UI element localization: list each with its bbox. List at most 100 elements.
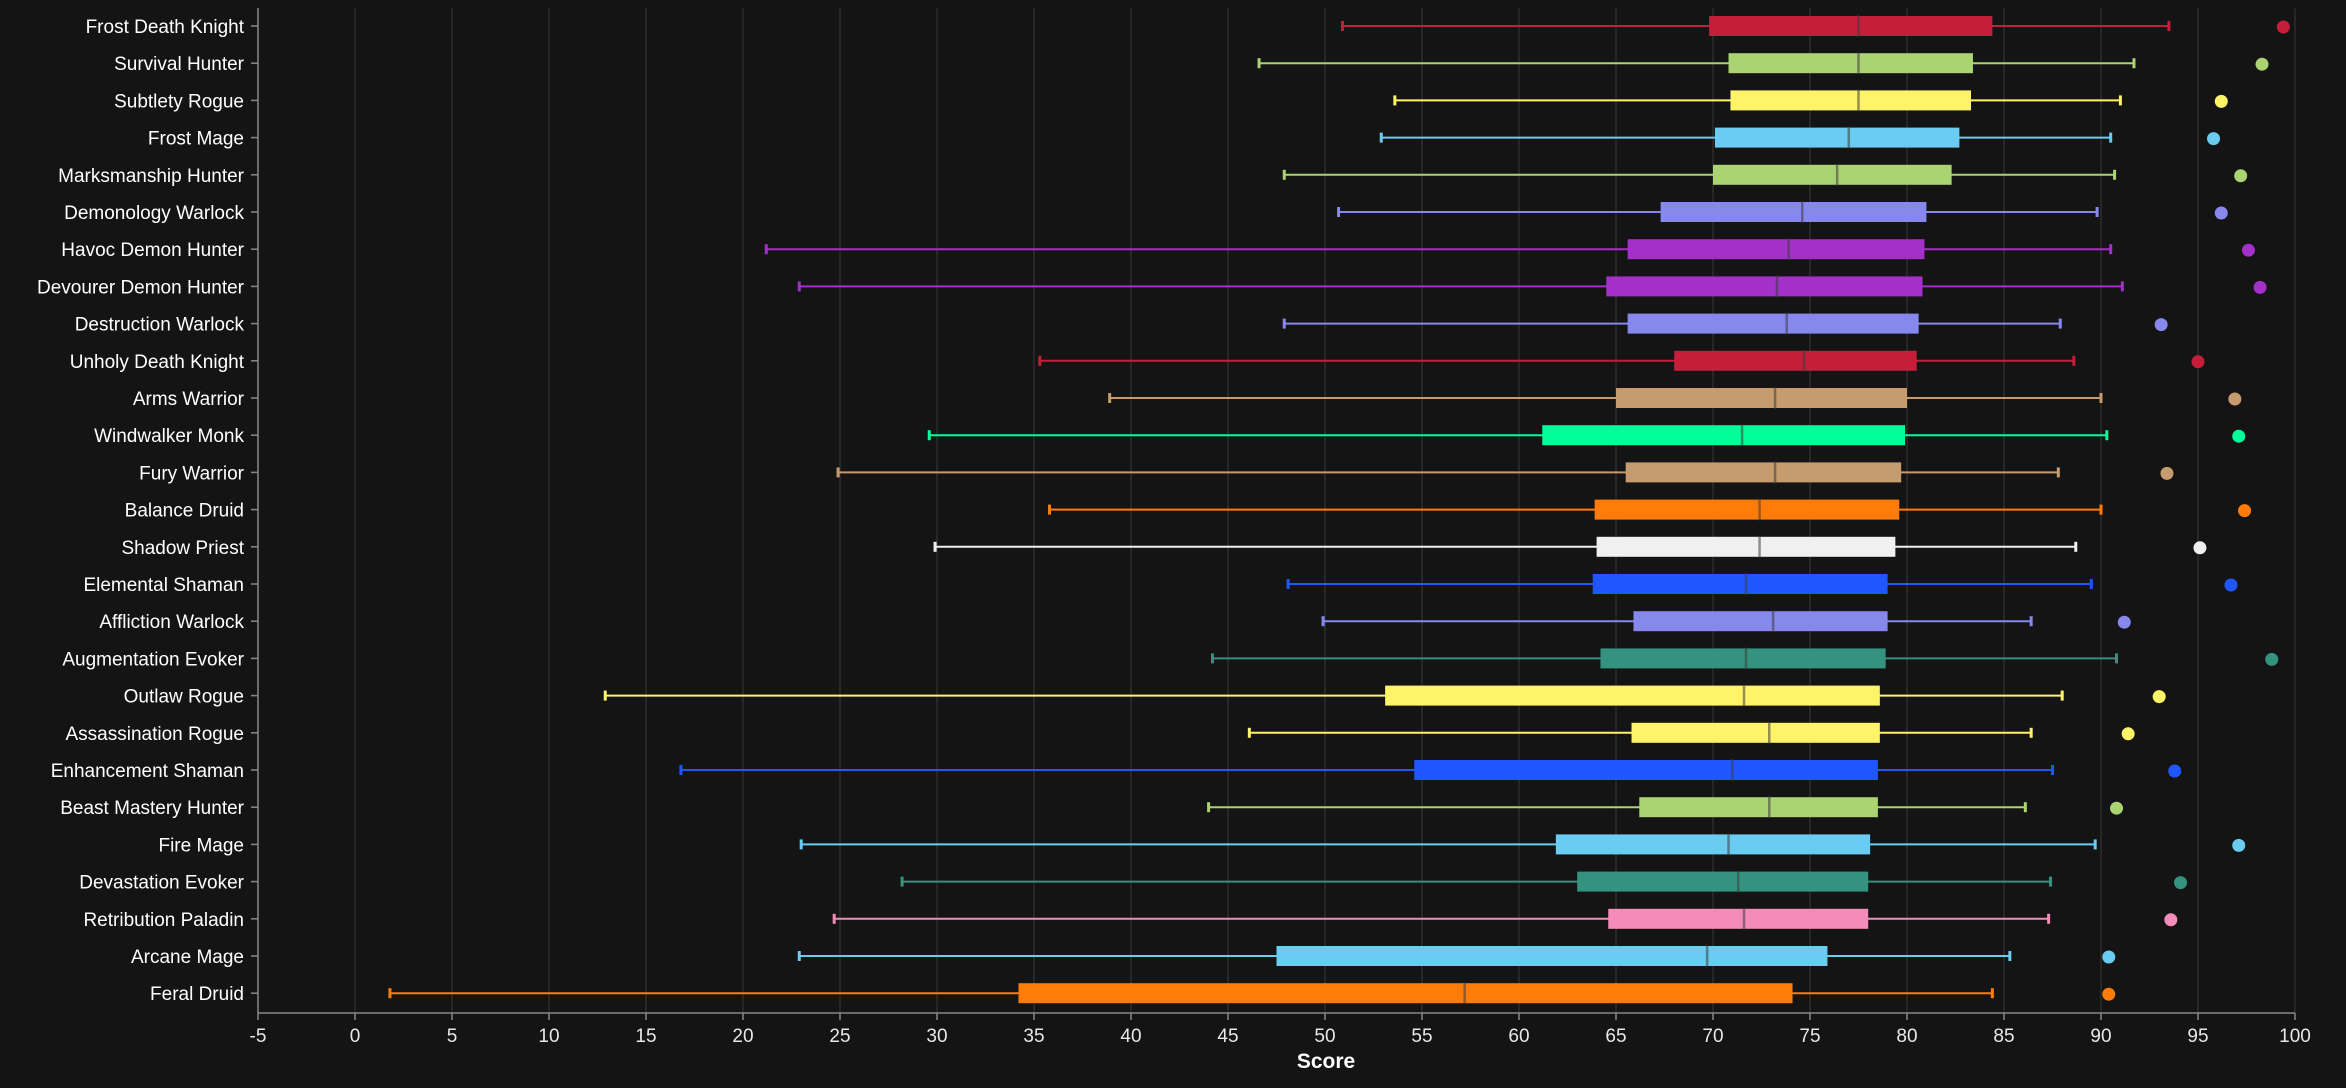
box-series (1210, 647, 2279, 670)
y-tick-label: Frost Mage (148, 129, 244, 150)
x-tick-label: 50 (1314, 1026, 1335, 1047)
box-series (1207, 796, 2124, 819)
outlier-dot (2214, 94, 2228, 108)
box-series (1340, 15, 2290, 37)
y-tick-label: Enhancement Shaman (51, 761, 244, 782)
box-layer (388, 15, 2290, 1005)
iqr-box (1385, 685, 1880, 706)
x-tick-label: 15 (635, 1026, 656, 1047)
iqr-box (1600, 648, 1886, 669)
y-tick-label: Retribution Paladin (83, 910, 244, 931)
iqr-box (1555, 834, 1871, 855)
outlier-dot (2228, 392, 2242, 406)
outlier-dot (2232, 838, 2246, 852)
y-tick-label: Subtlety Rogue (114, 91, 244, 112)
outlier-dot (2121, 727, 2135, 741)
box-series (603, 684, 2166, 707)
iqr-box (1596, 536, 1896, 557)
outlier-dot (2117, 615, 2131, 629)
outlier-dot (2168, 764, 2182, 778)
iqr-box (1592, 574, 1888, 594)
outlier-dot (2253, 280, 2267, 294)
iqr-box (1627, 239, 1925, 260)
outlier-dot (2241, 243, 2255, 257)
outlier-dot (2238, 504, 2252, 518)
y-tick-label: Assassination Rogue (66, 724, 245, 745)
box-series (1257, 52, 2269, 75)
iqr-box (1714, 127, 1960, 148)
y-tick-label: Marksmanship Hunter (58, 166, 245, 187)
x-tick-label: 45 (1217, 1026, 1238, 1047)
box-series (1282, 312, 2168, 335)
box-series (799, 833, 2246, 856)
y-tick-label: Augmentation Evoker (62, 649, 244, 670)
iqr-box (1631, 722, 1880, 743)
outlier-dot (2276, 20, 2290, 34)
y-tick-label: Unholy Death Knight (70, 352, 245, 373)
y-tick-label: Destruction Warlock (75, 315, 245, 336)
y-tick-label: Demonology Warlock (64, 203, 244, 224)
box-series (1393, 89, 2228, 112)
outlier-dot (2154, 318, 2168, 332)
box-series (797, 275, 2267, 298)
x-tick-label: 80 (1896, 1026, 1917, 1047)
y-tick-label: Windwalker Monk (94, 426, 244, 447)
outlier-dot (2234, 169, 2248, 183)
box-series (679, 759, 2182, 781)
box-series (1048, 498, 2252, 521)
x-tick-label: 75 (1799, 1026, 1820, 1047)
x-tick-label: 20 (732, 1026, 753, 1047)
iqr-box (1709, 16, 1993, 36)
outlier-dot (2191, 355, 2205, 369)
y-tick-label: Shadow Priest (121, 538, 244, 559)
x-tick-label: -5 (250, 1026, 267, 1047)
outlier-dot (2102, 950, 2116, 964)
x-tick-label: 90 (2090, 1026, 2111, 1047)
x-tick-label: 0 (350, 1026, 361, 1047)
box-series (1108, 387, 2242, 409)
outlier-dot (2102, 987, 2116, 1001)
iqr-box (1414, 760, 1878, 780)
box-series (900, 870, 2188, 893)
x-axis-title: Score (1297, 1050, 1355, 1073)
axis-layer: -5 0 5 10 15 20 25 30 35 40 45 50 55 60 65 70 75 80 85 90 95… (37, 8, 2311, 1047)
y-tick-label: Fury Warrior (139, 463, 245, 484)
iqr-box (1713, 164, 1952, 185)
y-tick-label: Feral Druid (150, 984, 244, 1005)
x-tick-label: 5 (447, 1026, 458, 1047)
iqr-box (1728, 53, 1973, 74)
y-tick-label: Fire Mage (158, 835, 244, 856)
x-tick-label: 25 (829, 1026, 850, 1047)
box-series (764, 238, 2255, 261)
outlier-dot (2232, 429, 2246, 443)
y-tick-label: Devourer Demon Hunter (37, 277, 245, 298)
x-tick-label: 30 (926, 1026, 947, 1047)
outlier-dot (2164, 913, 2178, 927)
y-tick-label: Havoc Demon Hunter (61, 240, 244, 261)
iqr-box (1660, 202, 1927, 222)
outlier-dot (2160, 466, 2174, 480)
box-series (388, 982, 2116, 1005)
x-tick-label: 60 (1508, 1026, 1529, 1047)
box-series (933, 535, 2207, 558)
iqr-box (1018, 983, 1793, 1004)
box-series (836, 461, 2174, 484)
iqr-box (1616, 388, 1907, 408)
outlier-dot (2214, 206, 2228, 220)
iqr-box (1608, 908, 1869, 929)
iqr-box (1639, 797, 1878, 818)
x-tick-label: 70 (1702, 1026, 1723, 1047)
y-tick-label: Elemental Shaman (83, 575, 244, 596)
box-series (1247, 721, 2135, 744)
iqr-box (1276, 946, 1828, 966)
iqr-box (1577, 871, 1869, 892)
iqr-box (1625, 462, 1902, 483)
iqr-box (1594, 499, 1900, 520)
box-series (797, 945, 2116, 967)
y-tick-label: Affliction Warlock (99, 612, 244, 633)
outlier-dot (2193, 541, 2207, 555)
y-tick-label: Beast Mastery Hunter (60, 798, 244, 819)
x-tick-label: 100 (2279, 1026, 2311, 1047)
